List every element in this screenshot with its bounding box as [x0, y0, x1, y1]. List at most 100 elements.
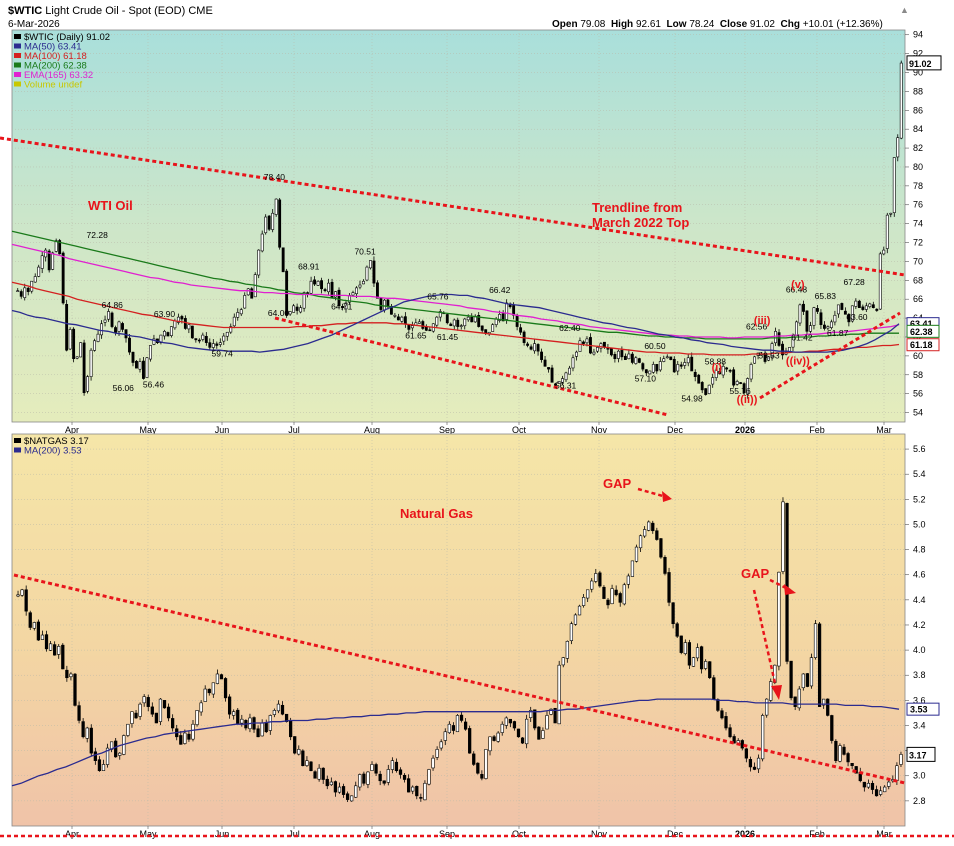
candle-body: [105, 747, 110, 765]
candle-body: [280, 704, 285, 715]
candle-body: [362, 773, 366, 784]
x-tick-label: Mar: [876, 425, 892, 435]
candle-body: [455, 715, 460, 733]
candle-body: [672, 358, 676, 373]
candle-body: [320, 280, 323, 290]
candle-body: [809, 657, 814, 687]
candle-body: [100, 323, 103, 336]
elliott-wave-label: (i): [712, 362, 723, 374]
plot-area: [11, 433, 906, 827]
wti-oil-annotation: WTI Oil: [88, 198, 133, 213]
price-point-label: 61.45: [437, 332, 459, 342]
candle-body: [565, 641, 569, 659]
candle-body: [575, 351, 578, 357]
candle-body: [577, 605, 582, 616]
candle-body: [382, 299, 386, 311]
y-tick-label: 86: [913, 105, 923, 115]
candle-body: [714, 369, 718, 378]
candle-body: [854, 300, 858, 307]
candle-body: [850, 305, 854, 322]
candle-body: [866, 782, 871, 788]
candle-body: [89, 727, 93, 754]
candle-body: [44, 249, 48, 258]
candle-body: [28, 612, 32, 628]
candle-body: [874, 789, 879, 797]
candle-body: [476, 762, 480, 774]
candle-body: [500, 723, 504, 733]
candle-body: [472, 753, 476, 765]
candle-body: [378, 773, 382, 782]
candle-body: [293, 736, 297, 754]
candle-body: [190, 325, 194, 339]
y-tick-label: 3.6: [913, 695, 926, 705]
candle-body: [683, 642, 687, 655]
candle-body: [423, 782, 427, 801]
y-tick-label: 3.8: [913, 670, 926, 680]
candle-body: [561, 657, 565, 666]
candle-body: [96, 333, 100, 342]
y-tick-label: 4.8: [913, 545, 926, 555]
candle-body: [721, 365, 725, 376]
candle-body: [366, 771, 370, 785]
candle-body: [407, 324, 411, 330]
candle-body: [410, 325, 414, 329]
ma200-line: [11, 230, 899, 340]
candle-body: [840, 303, 844, 310]
candle-body: [748, 759, 753, 768]
candle-body: [769, 681, 773, 701]
price-point-label: 63.60: [846, 312, 868, 322]
candle-body: [411, 786, 415, 792]
candle-body: [586, 589, 590, 599]
candle-body: [690, 356, 694, 372]
candle-body: [801, 673, 805, 689]
ng-trendline: [13, 573, 906, 785]
candle-body: [51, 252, 55, 270]
candle-body: [568, 367, 571, 375]
candle-body: [543, 359, 547, 367]
y-tick-label: 4.6: [913, 570, 926, 580]
candle-body: [317, 767, 321, 780]
candle-body: [187, 324, 191, 330]
candle-body: [44, 634, 49, 650]
candle-body: [260, 233, 264, 252]
candle-body: [789, 660, 793, 699]
x-tick-label: Oct: [512, 829, 527, 839]
candle-body: [195, 710, 199, 725]
y-tick-label: 56: [913, 389, 923, 399]
candle-body: [761, 715, 765, 760]
candle-body: [896, 137, 900, 158]
candle-body: [618, 593, 622, 603]
elliott-wave-label: ((iv)): [786, 355, 810, 367]
candle-body: [438, 311, 442, 318]
x-tick-label: Sep: [439, 829, 455, 839]
elliott-wave-label: ((ii)): [737, 394, 758, 406]
candle-body: [634, 357, 638, 364]
candle-body: [398, 769, 403, 775]
candle-body: [643, 529, 647, 537]
candle-body: [667, 572, 671, 603]
symbol: $WTIC: [8, 5, 43, 17]
candle-body: [419, 797, 423, 799]
open-label: Open: [552, 19, 578, 30]
candle-body: [370, 764, 374, 771]
candle-body: [208, 342, 212, 348]
candle-body: [299, 307, 303, 313]
y-tick-label: 66: [913, 294, 923, 304]
candle-body: [309, 761, 313, 772]
candle-body: [316, 280, 320, 286]
y-tick-label: 4.4: [913, 595, 926, 605]
candle-body: [712, 677, 716, 700]
candle-body: [691, 657, 696, 667]
natural-gas-annotation: Natural Gas: [400, 506, 473, 521]
candle-body: [201, 334, 205, 340]
candle-body: [533, 343, 537, 352]
price-point-label: 64.71: [331, 301, 353, 311]
candle-body: [735, 381, 739, 385]
price-point-label: 64.86: [102, 300, 124, 310]
ema165-line: [11, 243, 900, 339]
candle-body: [596, 347, 599, 352]
candle-body: [222, 335, 226, 342]
candle-body: [191, 723, 195, 740]
candle-body: [885, 214, 889, 249]
candle-body: [187, 733, 191, 740]
